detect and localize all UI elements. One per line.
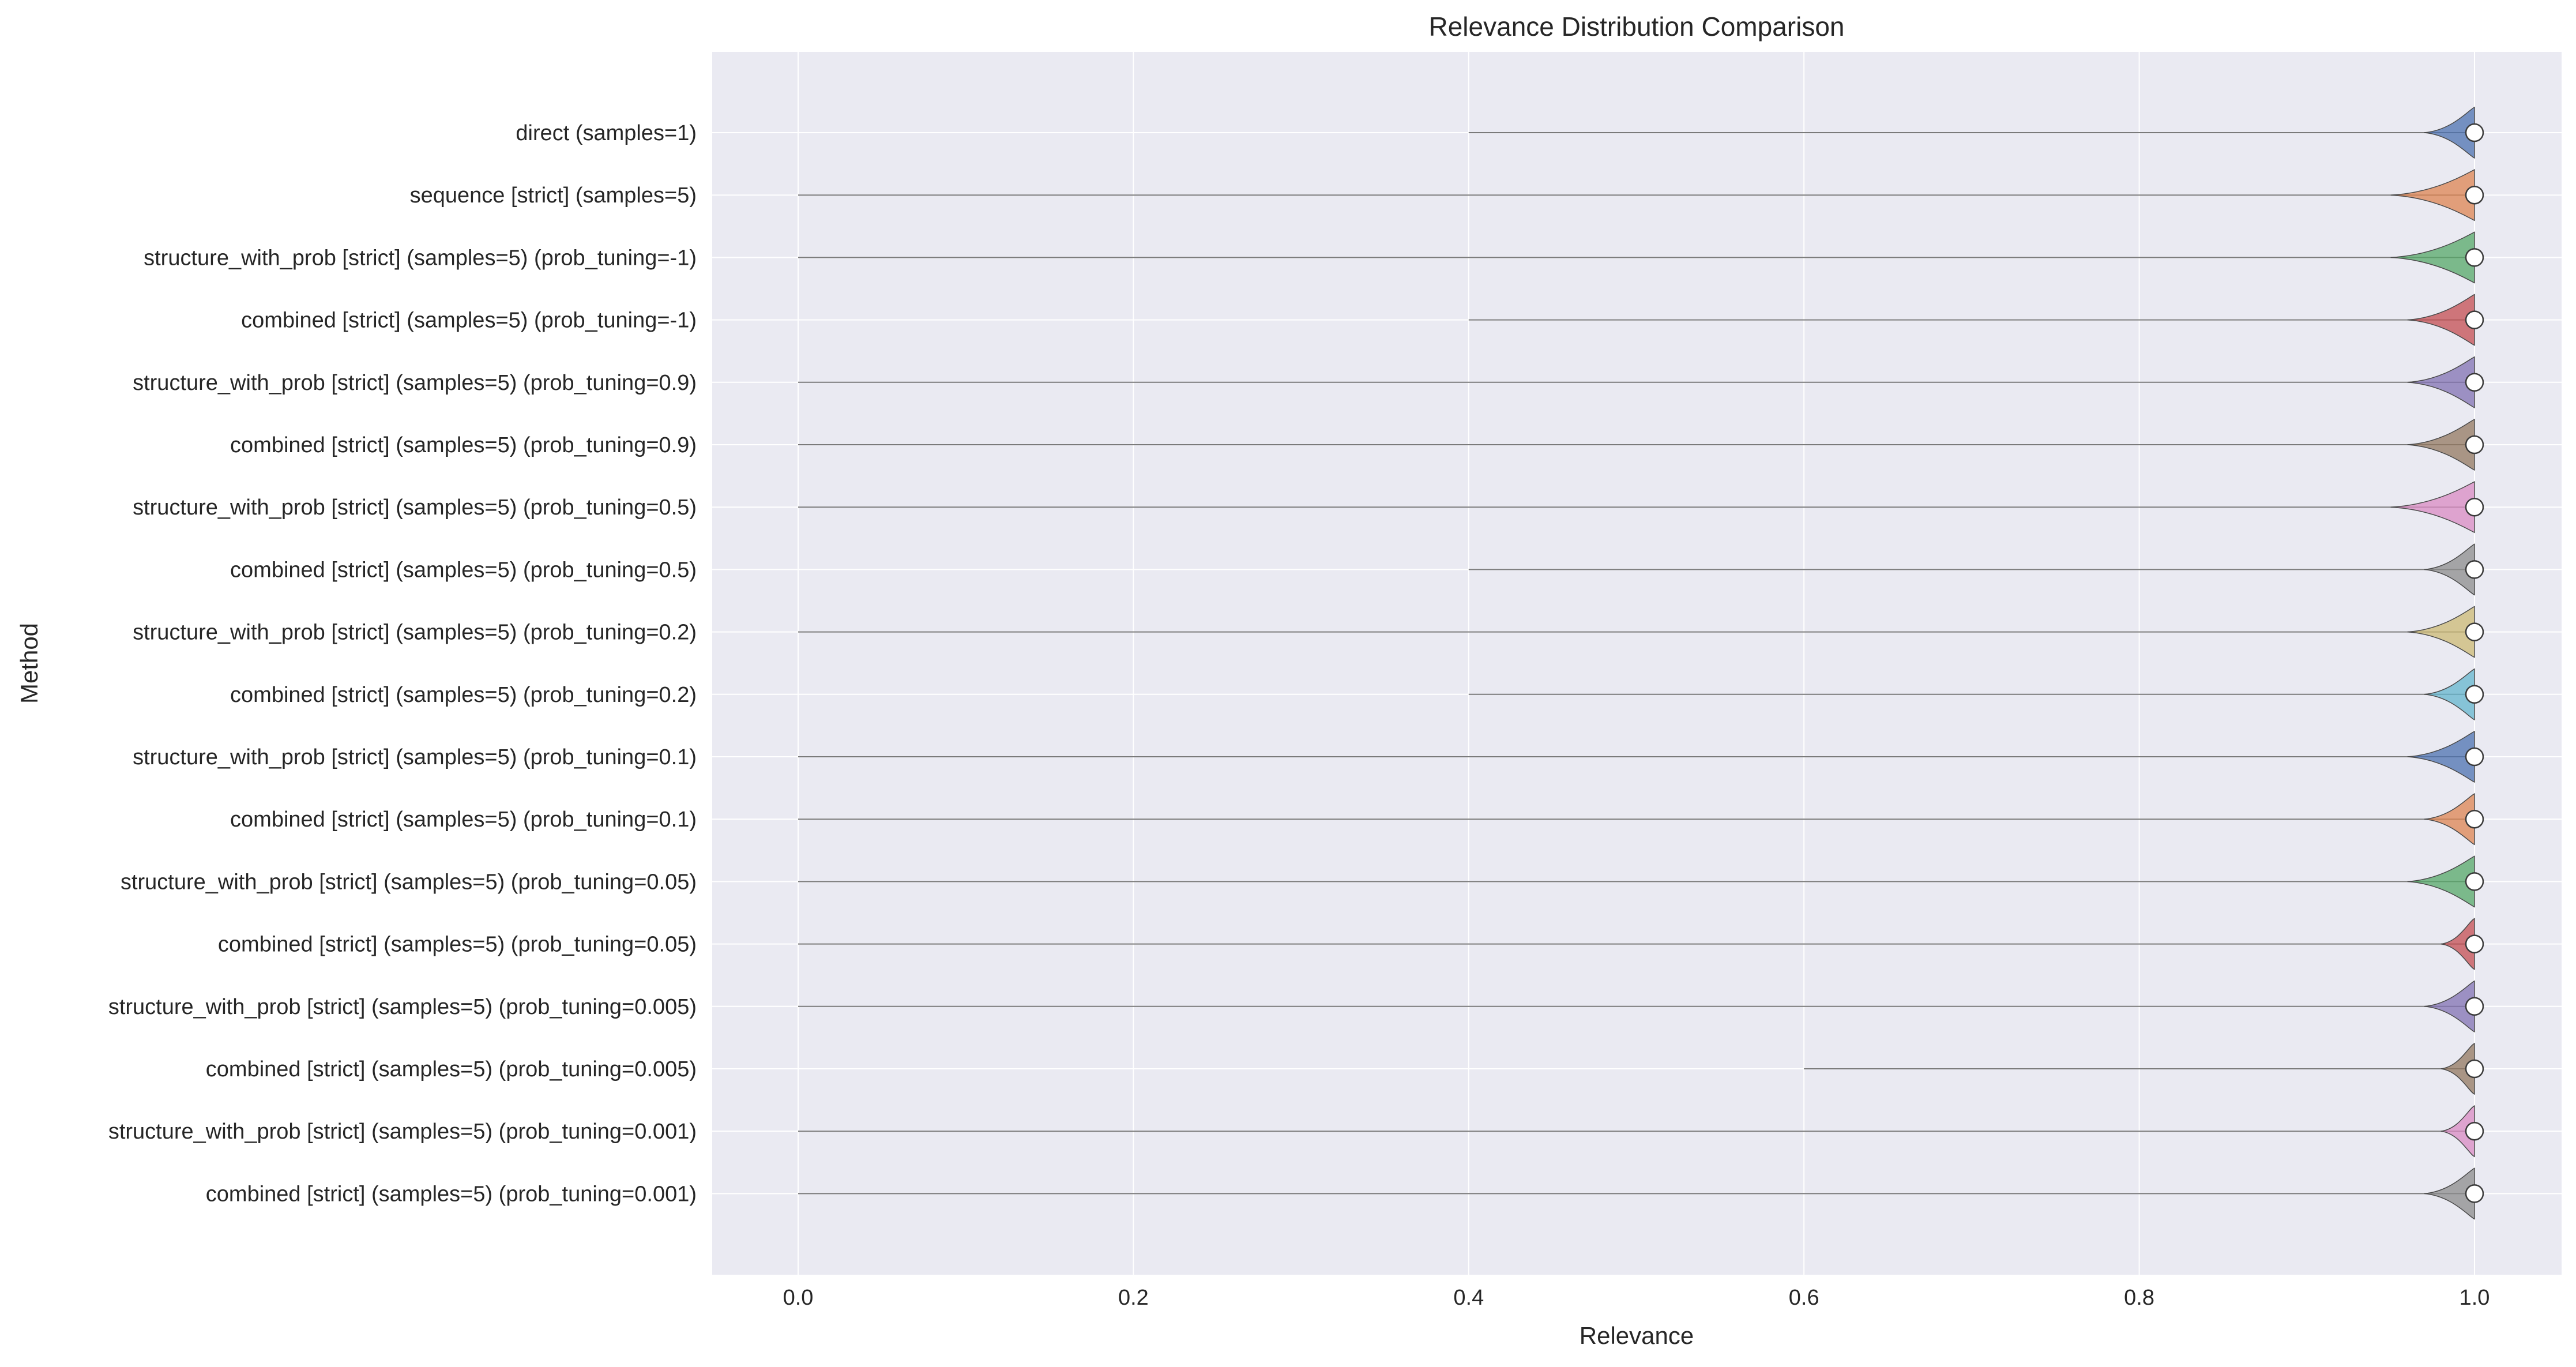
x-tick-label: 0.0 [783, 1286, 814, 1310]
category-label: combined [strict] (samples=5) (prob_tuni… [218, 933, 697, 957]
median-marker [2465, 185, 2484, 205]
category-label: structure_with_prob [strict] (samples=5)… [133, 621, 697, 645]
category-label: sequence [strict] (samples=5) [410, 183, 697, 208]
category-label: structure_with_prob [strict] (samples=5)… [108, 995, 697, 1019]
median-marker [2465, 1059, 2484, 1079]
category-label: structure_with_prob [strict] (samples=5)… [133, 495, 697, 520]
x-tick-label: 0.4 [1453, 1286, 1484, 1310]
category-label: combined [strict] (samples=5) (prob_tuni… [230, 433, 697, 457]
category-label: combined [strict] (samples=5) (prob_tuni… [206, 1182, 697, 1206]
x-tick-label: 1.0 [2460, 1286, 2490, 1310]
x-tick-label: 0.6 [1789, 1286, 1819, 1310]
category-label: combined [strict] (samples=5) (prob_tuni… [206, 1057, 697, 1081]
category-label: combined [strict] (samples=5) (prob_tuni… [230, 808, 697, 832]
median-marker [2465, 934, 2484, 953]
category-label: combined [strict] (samples=5) (prob_tuni… [230, 683, 697, 707]
category-label: structure_with_prob [strict] (samples=5)… [133, 745, 697, 769]
chart-title: Relevance Distribution Comparison [1429, 12, 1845, 42]
median-marker [2465, 747, 2484, 767]
median-marker [2465, 560, 2484, 579]
median-marker [2465, 872, 2484, 891]
median-marker [2465, 685, 2484, 704]
plot-area [712, 52, 2562, 1275]
median-marker [2465, 435, 2484, 455]
median-marker [2465, 1184, 2484, 1203]
category-labels: direct (samples=1) sequence [strict] (sam… [108, 121, 697, 1206]
category-label: structure_with_prob [strict] (samples=5)… [133, 371, 697, 395]
median-marker [2465, 123, 2484, 142]
x-axis-label: Relevance [1580, 1322, 1694, 1349]
median-marker [2465, 373, 2484, 392]
x-tick-label: 0.8 [2124, 1286, 2154, 1310]
median-marker [2465, 1121, 2484, 1141]
median-marker [2465, 622, 2484, 641]
median-marker [2465, 997, 2484, 1016]
violin-layer [798, 106, 2484, 1220]
category-label: structure_with_prob [strict] (samples=5)… [108, 1120, 697, 1144]
x-tick-label: 0.2 [1118, 1286, 1149, 1310]
x-tick-labels: 0.0 0.2 0.4 0.6 0.8 1.0 [783, 1286, 2490, 1310]
category-label: direct (samples=1) [516, 121, 697, 145]
median-marker [2465, 248, 2484, 267]
median-marker [2465, 497, 2484, 517]
median-marker [2465, 310, 2484, 329]
median-marker [2465, 809, 2484, 829]
category-label: structure_with_prob [strict] (samples=5)… [121, 870, 697, 894]
y-axis-label: Method [16, 623, 43, 704]
category-label: combined [strict] (samples=5) (prob_tuni… [241, 309, 697, 333]
category-label: structure_with_prob [strict] (samples=5)… [144, 246, 697, 270]
category-label: combined [strict] (samples=5) (prob_tuni… [230, 558, 697, 582]
